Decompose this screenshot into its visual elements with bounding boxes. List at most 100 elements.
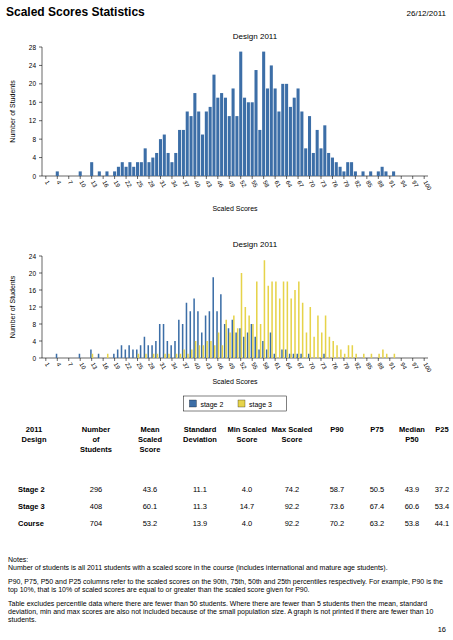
bar	[270, 65, 273, 176]
bar	[323, 354, 325, 358]
bar	[377, 358, 379, 359]
bar	[262, 52, 265, 176]
bar	[76, 358, 78, 359]
bar	[50, 358, 52, 359]
bar	[220, 294, 222, 358]
x-tick	[80, 176, 81, 179]
x-tick	[252, 176, 253, 179]
x-tick-label: 25	[136, 362, 145, 371]
bar	[205, 112, 208, 177]
bar	[388, 358, 390, 359]
x-tick-label: 76	[331, 180, 340, 189]
bar	[125, 167, 128, 176]
bar	[321, 333, 323, 359]
y-tick	[39, 83, 42, 84]
table-cell: 50.5	[370, 485, 385, 494]
y-axis	[42, 47, 43, 176]
bar	[420, 358, 422, 359]
bar	[401, 358, 403, 359]
x-tick-label: 79	[342, 362, 351, 371]
bar	[358, 358, 360, 359]
bar	[115, 358, 117, 359]
x-tick-label: 31	[159, 180, 168, 189]
bars	[56, 52, 395, 176]
x-tick	[378, 176, 379, 179]
bar	[153, 354, 155, 358]
bar	[319, 358, 321, 359]
bar	[170, 162, 173, 176]
bar	[67, 358, 69, 359]
x-tick-label: 49	[227, 362, 236, 371]
bar	[224, 98, 227, 176]
bar	[163, 135, 166, 176]
bar	[60, 358, 62, 359]
x-tick-label: 52	[239, 362, 248, 371]
bar	[243, 98, 246, 176]
bar	[228, 116, 231, 176]
table-cell: Course	[18, 519, 44, 528]
x-tick	[240, 358, 241, 361]
chart-title: Design 2011	[233, 240, 278, 249]
x-tick-label: 91	[388, 362, 397, 371]
x-tick	[229, 358, 230, 361]
bar	[98, 354, 100, 358]
bar	[83, 358, 85, 359]
x-tick	[183, 176, 184, 179]
column-header: Number	[82, 425, 110, 434]
bar	[332, 341, 334, 358]
bar	[362, 358, 364, 359]
bars	[56, 260, 395, 358]
bar	[107, 354, 109, 358]
bar	[335, 162, 338, 176]
column-header: Score	[140, 445, 161, 454]
x-tick-label: 10	[78, 362, 87, 371]
x-tick	[424, 358, 425, 361]
bar	[251, 102, 254, 176]
bar	[423, 176, 426, 177]
bar	[274, 88, 277, 176]
x-tick	[286, 358, 287, 361]
column-header: P90	[330, 425, 343, 434]
bar	[277, 358, 279, 359]
y-tick	[39, 256, 42, 257]
column-header: Score	[237, 435, 258, 444]
y-tick	[39, 307, 42, 308]
x-tick	[401, 176, 402, 179]
bar	[363, 354, 365, 358]
bar	[118, 358, 120, 359]
bar	[388, 176, 391, 177]
x-tick-label: 61	[273, 180, 282, 189]
bar	[256, 282, 258, 359]
bar	[140, 162, 143, 176]
x-tick	[126, 176, 127, 179]
bar	[367, 358, 369, 359]
bar	[164, 354, 166, 358]
x-tick-label: 61	[273, 362, 282, 371]
legend-box	[183, 396, 286, 411]
bar	[182, 130, 185, 176]
x-tick-label: 16	[101, 180, 110, 189]
column-header: P75	[370, 425, 383, 434]
bar	[400, 176, 403, 177]
bar	[86, 176, 89, 177]
bar	[65, 358, 67, 359]
bar	[293, 354, 295, 358]
bar	[419, 358, 421, 359]
x-tick	[412, 358, 413, 361]
bar	[147, 162, 150, 176]
stats-table: 2011DesignNumberofStudentsMeanScaledScor…	[18, 425, 449, 528]
x-tick	[57, 358, 58, 361]
bar	[287, 282, 289, 359]
x-tick	[137, 358, 138, 361]
bar	[233, 316, 235, 359]
bar	[411, 176, 414, 177]
bar	[159, 139, 162, 176]
bar	[56, 171, 59, 176]
bar	[404, 358, 406, 359]
bar	[258, 130, 261, 176]
y-tick	[39, 120, 42, 121]
x-tick-label: 67	[296, 362, 305, 371]
x-tick	[263, 358, 264, 361]
x-tick	[424, 176, 425, 179]
bar	[415, 358, 417, 359]
